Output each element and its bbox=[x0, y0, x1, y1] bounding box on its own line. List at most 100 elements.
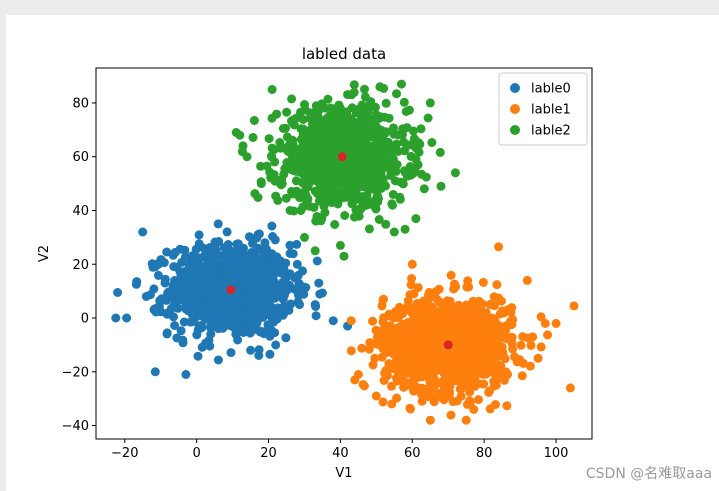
data-point-lable0 bbox=[192, 330, 202, 340]
data-point-lable1 bbox=[412, 299, 422, 309]
data-point-lable0 bbox=[245, 311, 255, 321]
data-point-lable1 bbox=[533, 353, 543, 363]
data-point-lable1 bbox=[346, 346, 356, 356]
data-point-lable2 bbox=[381, 219, 391, 229]
data-point-lable2 bbox=[295, 193, 305, 203]
data-point-lable0 bbox=[188, 252, 198, 262]
data-point-lable1 bbox=[410, 333, 420, 343]
data-point-lable0 bbox=[226, 277, 236, 287]
data-point-lable2 bbox=[368, 161, 378, 171]
data-point-lable2 bbox=[271, 176, 281, 186]
centroid-point bbox=[337, 152, 347, 162]
data-point-lable0 bbox=[196, 321, 206, 331]
data-point-lable2 bbox=[349, 87, 359, 97]
data-point-lable1 bbox=[432, 378, 442, 388]
data-point-lable1 bbox=[423, 297, 432, 307]
data-point-lable2 bbox=[339, 251, 349, 261]
data-point-lable0 bbox=[267, 249, 277, 259]
data-point-lable1 bbox=[456, 369, 466, 379]
data-point-lable2 bbox=[334, 100, 344, 110]
series-lable1 bbox=[346, 242, 579, 425]
data-point-lable2 bbox=[375, 82, 385, 92]
data-point-lable2 bbox=[349, 135, 359, 145]
data-point-lable1 bbox=[565, 383, 575, 393]
data-point-lable0 bbox=[202, 260, 212, 270]
data-point-lable1 bbox=[411, 312, 421, 321]
data-point-lable1 bbox=[404, 305, 413, 315]
data-point-lable1 bbox=[398, 334, 408, 344]
data-point-lable1 bbox=[426, 349, 436, 359]
data-point-lable0 bbox=[281, 333, 291, 343]
y-ticks-group: −40 −20 0 20 40 60 80 bbox=[62, 96, 96, 434]
data-point-lable1 bbox=[450, 332, 459, 342]
data-point-lable2 bbox=[395, 194, 405, 204]
data-point-lable2 bbox=[360, 84, 369, 94]
data-point-lable2 bbox=[311, 166, 321, 176]
data-point-lable2 bbox=[353, 118, 363, 127]
data-point-lable0 bbox=[122, 313, 132, 323]
data-point-lable0 bbox=[328, 316, 338, 326]
data-point-lable2 bbox=[351, 205, 361, 215]
data-point-lable0 bbox=[178, 335, 188, 345]
plot-frame bbox=[95, 67, 593, 440]
data-point-lable2 bbox=[416, 124, 426, 134]
data-point-lable2 bbox=[381, 98, 391, 108]
data-point-lable2 bbox=[273, 195, 283, 205]
data-point-lable2 bbox=[399, 137, 409, 147]
data-point-lable2 bbox=[425, 98, 435, 108]
data-point-lable1 bbox=[483, 351, 493, 361]
data-point-lable0 bbox=[189, 280, 199, 290]
data-point-lable1 bbox=[405, 403, 415, 413]
data-point-lable0 bbox=[203, 276, 213, 286]
x-tick-label: 0 bbox=[192, 446, 200, 461]
data-point-lable1 bbox=[446, 410, 456, 420]
data-point-lable0 bbox=[204, 335, 214, 345]
data-point-lable0 bbox=[199, 303, 209, 313]
data-point-lable2 bbox=[450, 168, 460, 178]
data-point-lable1 bbox=[434, 325, 444, 334]
data-point-lable2 bbox=[291, 166, 301, 176]
data-point-lable1 bbox=[435, 389, 444, 398]
data-point-lable0 bbox=[247, 320, 256, 330]
data-point-lable2 bbox=[398, 124, 408, 134]
data-point-lable2 bbox=[314, 185, 324, 195]
data-point-lable2 bbox=[256, 179, 266, 189]
data-point-lable0 bbox=[296, 289, 306, 299]
data-point-lable1 bbox=[453, 320, 463, 330]
data-point-lable2 bbox=[301, 177, 311, 187]
x-tick-label: 100 bbox=[544, 446, 569, 461]
data-point-lable0 bbox=[192, 287, 202, 297]
data-point-lable0 bbox=[253, 243, 263, 253]
x-tick-label: 60 bbox=[404, 446, 421, 461]
legend-label: lable0 bbox=[531, 82, 571, 97]
data-point-lable2 bbox=[400, 224, 410, 234]
data-point-lable0 bbox=[232, 239, 242, 249]
data-point-lable0 bbox=[254, 326, 264, 336]
x-tick-label: 80 bbox=[476, 446, 493, 461]
data-point-lable1 bbox=[516, 340, 526, 350]
data-point-lable1 bbox=[518, 358, 528, 368]
y-tick-label: −20 bbox=[62, 365, 89, 380]
data-point-lable0 bbox=[230, 306, 240, 316]
data-point-lable0 bbox=[176, 326, 186, 336]
data-point-lable2 bbox=[281, 143, 291, 153]
data-point-lable1 bbox=[481, 366, 491, 376]
data-point-lable1 bbox=[484, 388, 494, 397]
series-group bbox=[111, 79, 579, 425]
data-point-lable1 bbox=[476, 352, 486, 361]
data-point-lable0 bbox=[220, 259, 230, 269]
data-point-lable2 bbox=[371, 110, 381, 120]
data-point-lable2 bbox=[264, 134, 274, 144]
data-point-lable2 bbox=[366, 172, 376, 181]
data-point-lable1 bbox=[445, 296, 455, 306]
y-tick-label: −40 bbox=[62, 419, 89, 434]
data-point-lable2 bbox=[408, 126, 418, 136]
data-point-lable1 bbox=[468, 359, 478, 369]
data-point-lable1 bbox=[441, 383, 451, 393]
data-point-lable1 bbox=[460, 337, 470, 347]
data-point-lable2 bbox=[287, 94, 297, 104]
data-point-lable0 bbox=[213, 219, 223, 229]
data-point-lable0 bbox=[150, 367, 160, 377]
data-point-lable1 bbox=[502, 401, 512, 411]
data-point-lable0 bbox=[222, 247, 232, 257]
